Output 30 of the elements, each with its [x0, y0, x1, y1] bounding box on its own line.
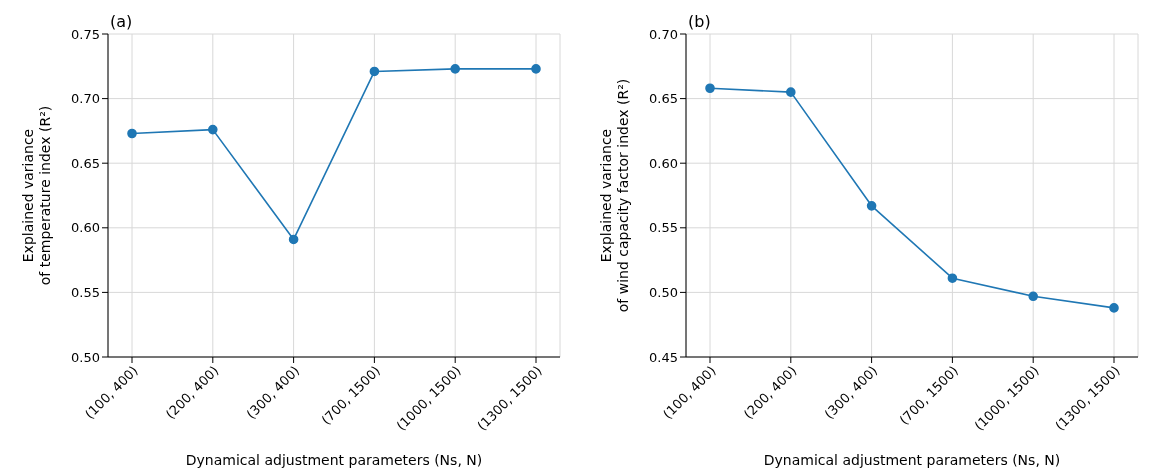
- y-axis-title: Explained variance of wind capacity factor index (R²): [598, 78, 631, 313]
- y-tick-label: 0.65: [71, 155, 100, 171]
- y-tick-label: 0.60: [649, 155, 678, 171]
- point: [450, 64, 460, 74]
- y-tick-label: 0.65: [649, 91, 678, 107]
- chart-title: (a): [110, 12, 133, 31]
- point: [705, 83, 715, 94]
- y-axis-title: Explained variance of temperature index (R²): [20, 105, 53, 286]
- point: [947, 273, 958, 283]
- point: [531, 64, 541, 74]
- y-tick-label: 0.55: [649, 220, 678, 236]
- y-tick-label: 0.60: [71, 220, 100, 236]
- point: [369, 66, 380, 77]
- y-tick-label: 0.55: [71, 285, 100, 301]
- chart-title: (b): [688, 12, 711, 31]
- point: [866, 201, 877, 211]
- y-tick-label: 0.70: [71, 91, 100, 107]
- y-tick-label: 0.75: [71, 26, 100, 42]
- point: [786, 87, 796, 97]
- y-tick-label: 0.70: [649, 26, 678, 42]
- x-axis-title: Dynamical adjustment parameters (Ns, N): [763, 452, 1061, 468]
- point: [1109, 303, 1119, 313]
- point: [208, 124, 218, 135]
- point: [1028, 291, 1038, 302]
- x-axis-title: Dynamical adjustment parameters (Ns, N): [185, 452, 483, 468]
- y-tick-label: 0.50: [71, 349, 100, 365]
- point: [288, 234, 299, 245]
- y-tick-label: 0.45: [649, 349, 678, 365]
- point: [127, 128, 137, 139]
- y-tick-label: 0.50: [649, 285, 678, 301]
